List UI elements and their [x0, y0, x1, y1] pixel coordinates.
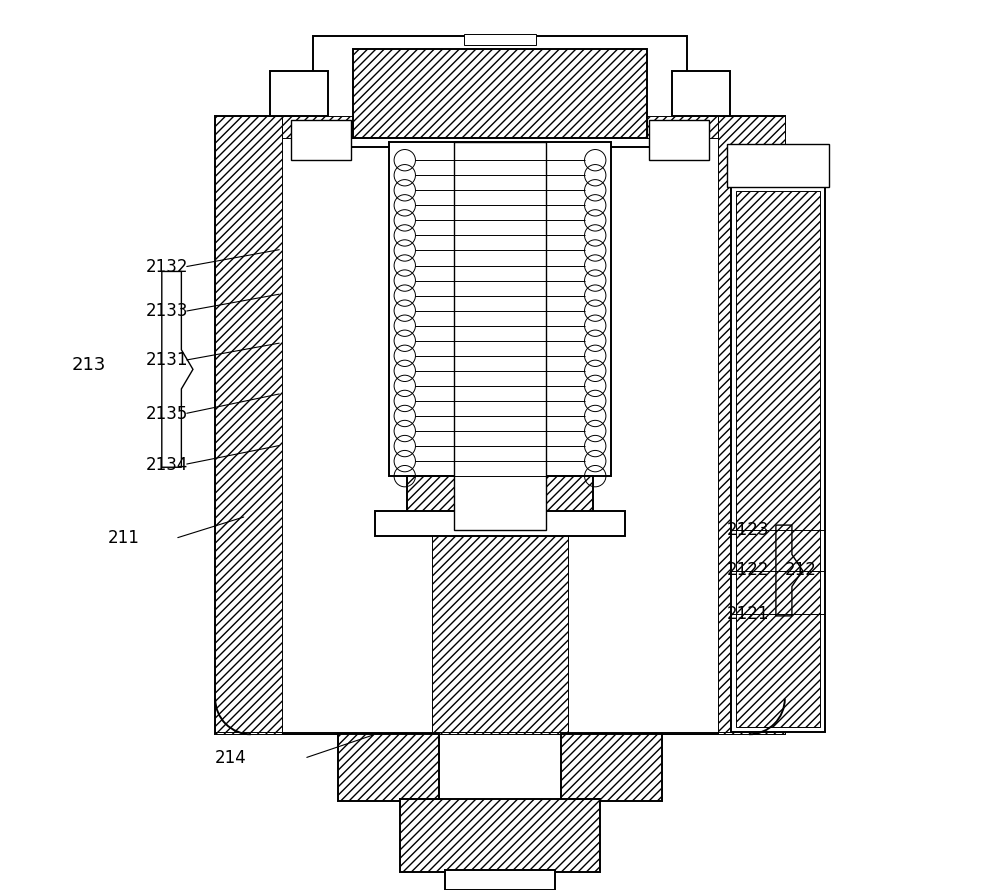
Polygon shape [647, 116, 718, 138]
Text: 213: 213 [72, 356, 106, 374]
Polygon shape [736, 191, 820, 727]
Bar [400, 799, 600, 872]
Text: 2133: 2133 [146, 303, 189, 320]
Bar [291, 120, 351, 160]
Text: 2135: 2135 [146, 405, 189, 423]
Bar [464, 34, 536, 44]
Bar [270, 71, 328, 116]
Text: 2121: 2121 [727, 605, 769, 623]
Bar [215, 116, 785, 734]
Text: 2122: 2122 [727, 561, 769, 579]
Text: 2132: 2132 [146, 258, 189, 276]
Polygon shape [215, 116, 282, 734]
Polygon shape [282, 116, 353, 138]
Bar [407, 476, 593, 534]
Bar [313, 36, 687, 147]
Polygon shape [718, 116, 785, 734]
Bar [672, 71, 730, 116]
Text: 2123: 2123 [727, 521, 769, 538]
Polygon shape [282, 116, 718, 734]
Text: 2134: 2134 [146, 456, 189, 473]
Bar [375, 511, 625, 536]
Bar [389, 142, 611, 476]
Bar [561, 734, 662, 801]
Text: 2131: 2131 [146, 352, 189, 369]
Bar [445, 870, 555, 890]
Bar [338, 734, 439, 801]
Bar [649, 120, 709, 160]
Polygon shape [432, 534, 568, 734]
Text: 214: 214 [215, 749, 246, 767]
Bar [731, 187, 825, 732]
Bar [353, 49, 647, 138]
Text: 212: 212 [785, 561, 817, 579]
Text: 211: 211 [108, 530, 140, 547]
Bar [727, 144, 829, 187]
Bar [454, 142, 546, 530]
